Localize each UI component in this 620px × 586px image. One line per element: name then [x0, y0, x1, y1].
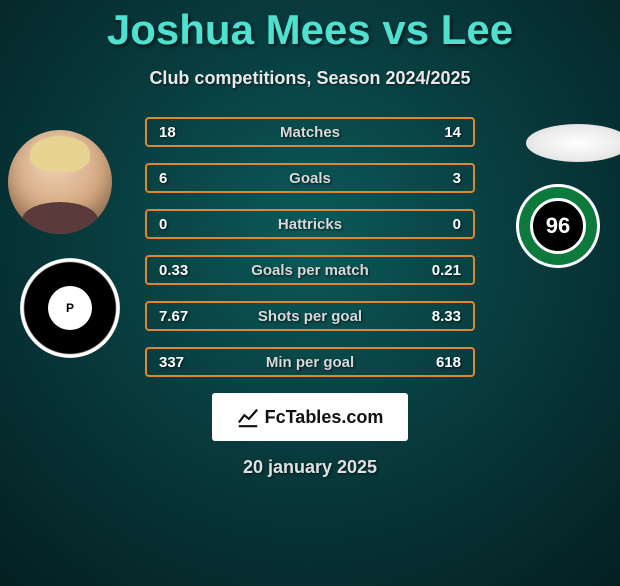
player-left-avatar — [8, 130, 112, 234]
logo-text: FcTables.com — [265, 407, 384, 428]
stat-right-value: 3 — [421, 170, 461, 187]
stat-label: Matches — [199, 124, 421, 141]
stat-label: Min per goal — [199, 354, 421, 371]
club-left-initial: P — [48, 286, 92, 330]
stat-label: Hattricks — [199, 216, 421, 233]
stat-label: Shots per goal — [199, 308, 421, 325]
stat-row: 0 Hattricks 0 — [145, 209, 475, 239]
stat-left-value: 0 — [159, 216, 199, 233]
subtitle: Club competitions, Season 2024/2025 — [0, 68, 620, 89]
stat-right-value: 14 — [421, 124, 461, 141]
stats-container: 18 Matches 14 6 Goals 3 0 Hattricks 0 0.… — [145, 117, 475, 377]
chart-icon — [237, 406, 259, 428]
stat-right-value: 0 — [421, 216, 461, 233]
stat-label: Goals per match — [199, 262, 421, 279]
club-right-badge: 96 — [516, 184, 600, 268]
club-left-badge: P — [20, 258, 120, 358]
stat-right-value: 618 — [421, 354, 461, 371]
stat-row: 6 Goals 3 — [145, 163, 475, 193]
stat-row: 7.67 Shots per goal 8.33 — [145, 301, 475, 331]
stat-label: Goals — [199, 170, 421, 187]
date-text: 20 january 2025 — [0, 457, 620, 478]
stat-left-value: 18 — [159, 124, 199, 141]
page-title: Joshua Mees vs Lee — [0, 6, 620, 54]
source-logo: FcTables.com — [212, 393, 408, 441]
stat-row: 337 Min per goal 618 — [145, 347, 475, 377]
stat-row: 18 Matches 14 — [145, 117, 475, 147]
stat-left-value: 337 — [159, 354, 199, 371]
club-right-text: 96 — [530, 198, 586, 254]
stat-left-value: 6 — [159, 170, 199, 187]
stat-left-value: 7.67 — [159, 308, 199, 325]
stat-left-value: 0.33 — [159, 262, 199, 279]
player-right-avatar — [526, 124, 620, 162]
stat-right-value: 0.21 — [421, 262, 461, 279]
stat-right-value: 8.33 — [421, 308, 461, 325]
stat-row: 0.33 Goals per match 0.21 — [145, 255, 475, 285]
